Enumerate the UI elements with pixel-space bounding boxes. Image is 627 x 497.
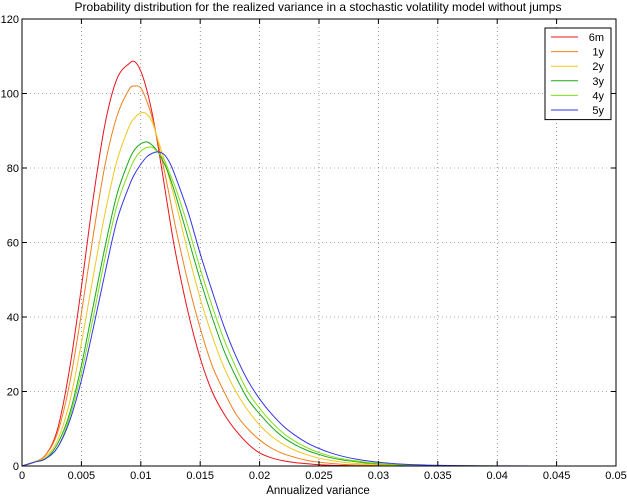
x-tick-label: 0.015 xyxy=(186,470,214,482)
x-tick-label: 0 xyxy=(19,470,25,482)
axis-ticks: 0 0.005 0.01 0.015 0.02 0.025 0.03 0.035 0.04 0.0… xyxy=(1,14,627,482)
y-tick-label: 120 xyxy=(1,14,19,26)
series-line-5y xyxy=(21,151,616,467)
legend-label: 1y xyxy=(592,47,604,59)
y-tick-label: 100 xyxy=(1,89,19,101)
legend-label: 6m xyxy=(589,32,604,44)
legend-label: 3y xyxy=(592,76,604,88)
chart-title: Probability distribution for the realize… xyxy=(75,0,562,14)
y-tick-label: 60 xyxy=(7,238,19,250)
x-tick-label: 0.02 xyxy=(249,470,270,482)
x-tick-label: 0.05 xyxy=(605,470,626,482)
series-line-4y xyxy=(21,146,616,467)
y-tick-label: 40 xyxy=(7,312,19,324)
legend-label: 4y xyxy=(592,90,604,102)
x-tick-label: 0.035 xyxy=(424,470,452,482)
x-tick-label: 0.005 xyxy=(68,470,96,482)
x-tick-label: 0.045 xyxy=(543,470,571,482)
grid xyxy=(22,19,616,466)
series-line-2y xyxy=(21,111,616,467)
y-tick-label: 80 xyxy=(7,163,19,175)
legend-label: 2y xyxy=(592,61,604,73)
legend: 6m 1y 2y 3y 4y 5y xyxy=(544,27,612,121)
x-tick-label: 0.01 xyxy=(130,470,151,482)
legend-label: 5y xyxy=(592,105,604,117)
x-tick-label: 0.025 xyxy=(305,470,333,482)
x-axis-label: Annualized variance xyxy=(266,485,370,497)
y-tick-label: 0 xyxy=(13,461,19,473)
x-tick-label: 0.04 xyxy=(486,470,507,482)
x-tick-label: 0.03 xyxy=(368,470,389,482)
y-tick-label: 20 xyxy=(7,387,19,399)
legend-box xyxy=(544,27,612,121)
